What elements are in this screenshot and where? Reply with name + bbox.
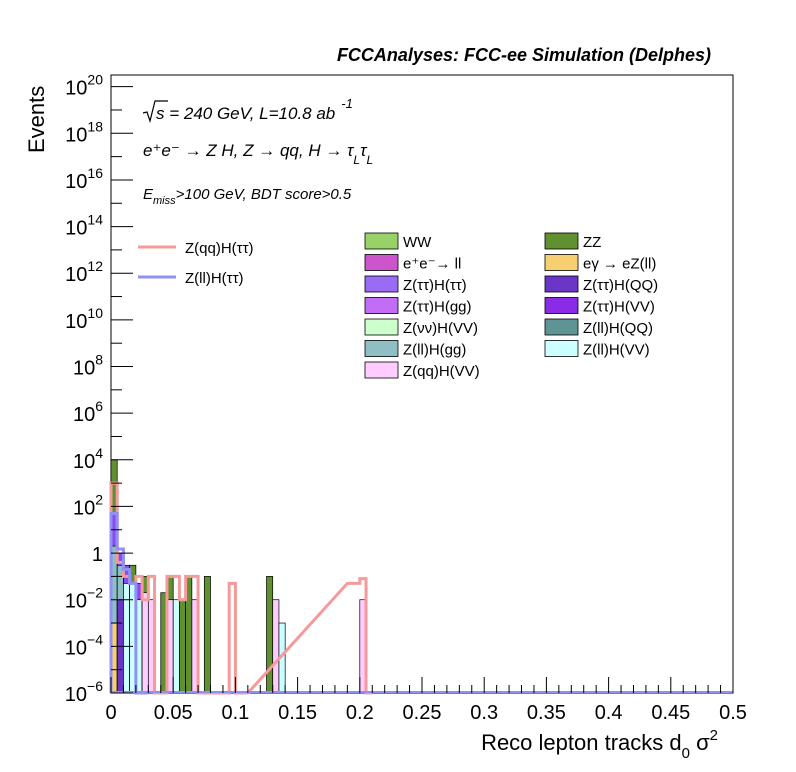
x-axis-label-sup: 2 xyxy=(710,727,718,744)
miss-sub: miss xyxy=(153,195,176,207)
x-tick-label-10: 0.5 xyxy=(719,702,747,724)
y-tick-label-6: 106 xyxy=(73,398,103,426)
legend-fills: WW ZZ e⁺e⁻→ ll eγ → eZ(ll) Z(ττ)H(ττ) Z(ττ)H(… xyxy=(364,232,658,380)
legend-fill-label-5: Z(ττ)H(QQ) xyxy=(583,277,658,294)
bar-14 xyxy=(141,592,149,694)
x-tick-label-9: 0.45 xyxy=(651,702,690,724)
legend-lines: Z(qq)H(ττ) Z(ll)H(ττ) xyxy=(138,240,254,287)
x-tick-label-1: 0.05 xyxy=(154,702,193,724)
legend-line-label-1: Z(ll)H(ττ) xyxy=(185,270,244,287)
lumi-exponent: -1 xyxy=(341,96,353,111)
legend-fill-swatch-5 xyxy=(544,275,579,293)
legend-fill-label-10: Z(ll)H(gg) xyxy=(403,342,466,359)
legend-fill-swatch-10 xyxy=(364,340,399,357)
x-tick-label-7: 0.35 xyxy=(527,702,566,724)
legend-fill-swatch-3 xyxy=(544,254,579,271)
axis-ticks: 0 0.05 0.1 0.15 0.2 0.25 0.3 0.35 0.4 0.45 0.5 10−6… xyxy=(65,72,747,724)
legend-fill-label-12: Z(qq)H(VV) xyxy=(403,363,480,380)
legend-line-label-0: Z(qq)H(ττ) xyxy=(185,240,254,257)
legend-fill-label-7: Z(ττ)H(VV) xyxy=(583,299,655,316)
bar-24 xyxy=(266,576,274,694)
tau2-sub: L xyxy=(366,153,373,167)
y-tick-label-10: 1014 xyxy=(65,212,103,240)
legend-fill-swatch-9 xyxy=(544,318,579,336)
legend-fill-swatch-1 xyxy=(544,232,579,250)
y-axis-label: Events xyxy=(24,86,49,153)
x-tick-label-0: 0 xyxy=(105,702,116,724)
bar-23 xyxy=(203,576,211,694)
legend-fill-label-8: Z(νν)H(VV) xyxy=(403,320,478,337)
y-tick-label-7: 108 xyxy=(73,352,103,380)
process-text: e⁺e⁻ → Z H, Z → qq, H → τLτL xyxy=(143,141,373,167)
legend-fill-label-11: Z(ll)H(VV) xyxy=(583,342,650,359)
y-tick-label-1: 10−4 xyxy=(65,631,103,659)
x-tick-label-5: 0.25 xyxy=(403,702,442,724)
y-tick-label-0: 10−6 xyxy=(65,678,103,706)
y-tick-label-4: 102 xyxy=(73,491,103,519)
y-tick-label-11: 1016 xyxy=(65,165,103,193)
x-axis-label-tail: σ xyxy=(690,730,710,755)
bar-25 xyxy=(272,599,280,694)
selection-e: E xyxy=(143,186,154,203)
legend-fill-swatch-0 xyxy=(364,232,399,250)
process-main: e⁺e⁻ → Z H, Z → qq, H → τ xyxy=(143,141,355,160)
y-tick-label-8: 1010 xyxy=(65,305,103,333)
legend-fill-swatch-8 xyxy=(364,318,399,336)
sqrt-symbol xyxy=(142,100,168,124)
legend-fill-swatch-2 xyxy=(364,254,399,271)
x-tick-label-8: 0.4 xyxy=(595,702,623,724)
legend-fill-label-6: Z(ττ)H(gg) xyxy=(403,299,472,316)
legend-fill-label-9: Z(ll)H(QQ) xyxy=(583,320,653,337)
legend-fill-swatch-4 xyxy=(364,275,399,293)
legend-fill-label-0: WW xyxy=(403,234,432,251)
legend-fill-label-4: Z(ττ)H(ττ) xyxy=(403,277,467,294)
x-tick-label-2: 0.1 xyxy=(221,702,249,724)
legend-fill-label-1: ZZ xyxy=(583,234,601,251)
x-tick-label-6: 0.3 xyxy=(470,702,498,724)
energy-lumi-main: s = 240 GeV, L=10.8 ab xyxy=(156,104,335,123)
x-tick-label-4: 0.2 xyxy=(346,702,374,724)
y-tick-label-9: 1012 xyxy=(65,258,103,286)
x-axis-label: Reco lepton tracks d0 σ2 xyxy=(481,727,718,762)
y-tick-label-12: 1018 xyxy=(65,118,103,146)
bar-20 xyxy=(179,599,186,694)
y-tick-label-5: 104 xyxy=(73,445,103,473)
legend-fill-label-3: eγ → eZ(ll) xyxy=(583,256,656,273)
legend-fill-swatch-11 xyxy=(544,340,579,357)
legend-fill-label-2: e⁺e⁻→ ll xyxy=(403,256,461,273)
annotations: s = 240 GeV, L=10.8 ab -1 e⁺e⁻ → Z H, Z →… xyxy=(142,96,373,207)
selection-tail: >100 GeV, BDT score>0.5 xyxy=(176,186,352,203)
x-axis-label-main: Reco lepton tracks d xyxy=(481,730,682,755)
tau1-sub: L xyxy=(353,153,360,167)
legend-fill-swatch-6 xyxy=(364,297,399,314)
y-tick-label-2: 10−2 xyxy=(65,585,103,613)
selection-text: Emiss>100 GeV, BDT score>0.5 xyxy=(143,186,352,207)
y-tick-label-3: 1 xyxy=(92,544,103,566)
legend-fill-swatch-12 xyxy=(364,361,399,379)
legend-fill-swatch-7 xyxy=(544,297,579,314)
y-tick-label-13: 1020 xyxy=(65,72,103,100)
x-axis-label-sub: 0 xyxy=(682,745,690,762)
x-tick-label-3: 0.15 xyxy=(278,702,317,724)
energy-lumi-text: s = 240 GeV, L=10.8 ab -1 xyxy=(156,96,353,123)
tau2: τ xyxy=(360,141,368,160)
chart-title: FCCAnalyses: FCC-ee Simulation (Delphes) xyxy=(337,45,711,65)
bar-19 xyxy=(172,599,180,694)
